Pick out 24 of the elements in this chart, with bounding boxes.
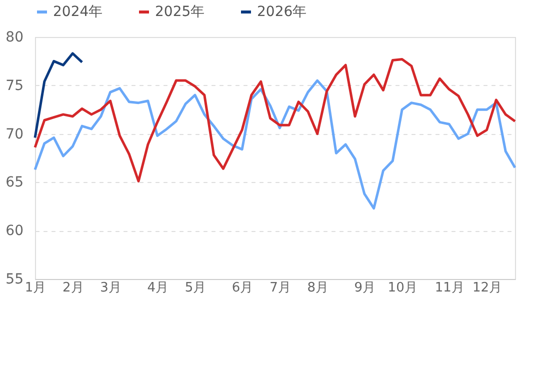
y-tick-label: 75 xyxy=(6,78,24,94)
y-tick-label: 65 xyxy=(6,174,24,191)
line-series xyxy=(34,79,516,210)
y-tick-label: 60 xyxy=(6,223,24,240)
legend-label: 2025年 xyxy=(155,4,205,20)
x-tick-label: 6月 xyxy=(232,280,254,296)
x-tick-label: 11月 xyxy=(434,280,464,296)
legend-label: 2026年 xyxy=(257,4,307,20)
y-tick-label: 80 xyxy=(6,30,24,46)
y-tick-label: 70 xyxy=(6,126,24,142)
x-tick-label: 1月 xyxy=(24,280,46,296)
y-tick-label: 55 xyxy=(6,272,24,288)
x-tick-label: 12月 xyxy=(472,280,502,296)
x-tick-label: 4月 xyxy=(147,280,168,296)
x-tick-label: 3月 xyxy=(100,280,122,296)
x-tick-label: 5月 xyxy=(184,280,206,296)
x-tick-label: 7月 xyxy=(270,280,291,296)
x-tick-label: 9月 xyxy=(354,280,376,296)
x-tick-label: 2月 xyxy=(62,280,84,296)
line-series xyxy=(34,58,516,182)
line-series xyxy=(34,52,84,139)
x-tick-label: 8月 xyxy=(307,280,328,296)
legend-label: 2024年 xyxy=(53,4,103,20)
x-tick-label: 10月 xyxy=(388,280,418,296)
